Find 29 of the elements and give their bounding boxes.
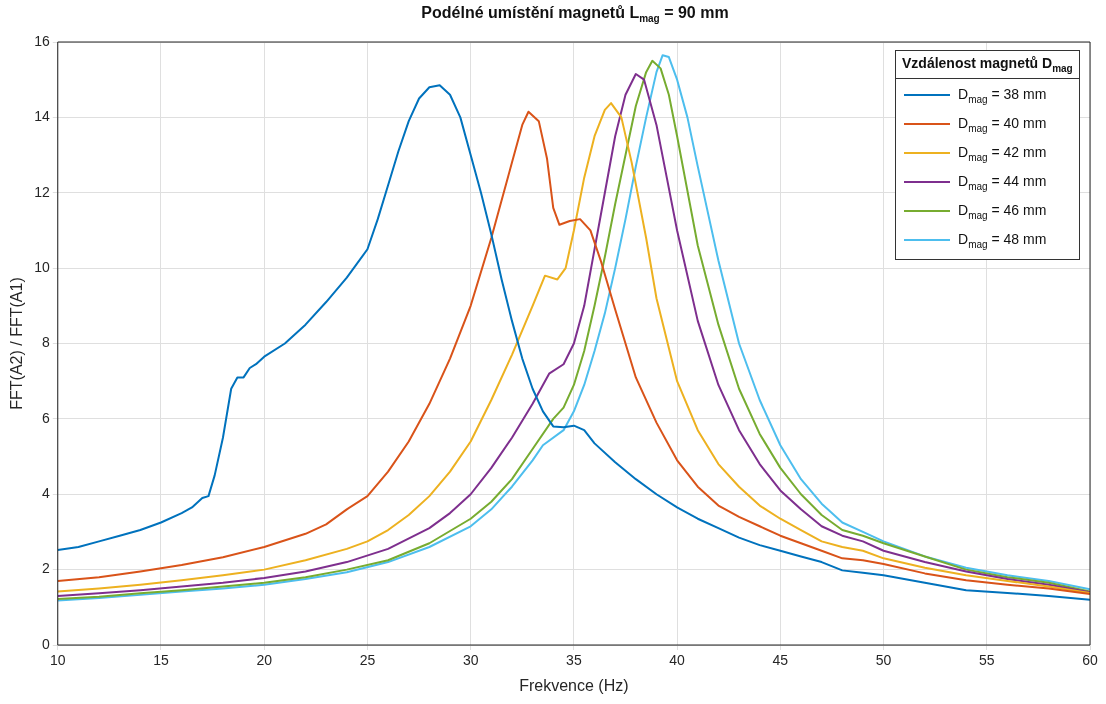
x-tick-label: 60: [1082, 652, 1098, 669]
legend-label: D$_{mag}$ = 38 mm: [958, 85, 1047, 105]
y-tick-label: 6: [41, 409, 50, 426]
y-tick-label: 8: [41, 334, 50, 351]
x-tick-label: 40: [669, 652, 686, 669]
x-tick-label: 25: [359, 652, 376, 669]
x-tick-label: 45: [772, 652, 789, 669]
x-tick-label: 15: [153, 652, 169, 669]
x-tick-label: 30: [462, 652, 479, 669]
y-tick-label: 0: [41, 635, 50, 652]
x-axis-title: Frekvence (Hz): [519, 676, 629, 694]
legend-label: D$_{mag}$ = 44 mm: [958, 172, 1047, 192]
x-tick-label: 35: [566, 652, 582, 669]
y-tick-label: 10: [34, 258, 50, 275]
x-tick-label: 55: [978, 652, 995, 669]
y-tick-label: 16: [34, 32, 50, 49]
legend-title: Vzdálenost magnetů D$_{mag}$: [896, 51, 1079, 79]
y-tick-label: 2: [41, 560, 50, 577]
legend-label: D$_{mag}$ = 48 mm: [958, 230, 1047, 250]
legend-label: D$_{mag}$ = 46 mm: [958, 201, 1047, 221]
chart-title: Podélné umístění magnetů L$_{mag}$ = 90 mm: [420, 4, 730, 25]
y-tick-label: 14: [34, 108, 50, 125]
legend-label: D$_{mag}$ = 40 mm: [958, 114, 1047, 134]
y-tick-label: 4: [41, 485, 50, 502]
x-tick-label: 50: [875, 652, 892, 669]
legend-label: D$_{mag}$ = 42 mm: [958, 143, 1047, 163]
x-tick-label: 20: [256, 652, 273, 669]
y-axis-title: FFT(A2) / FFT(A1): [8, 277, 26, 410]
y-tick-label: 12: [34, 183, 50, 200]
